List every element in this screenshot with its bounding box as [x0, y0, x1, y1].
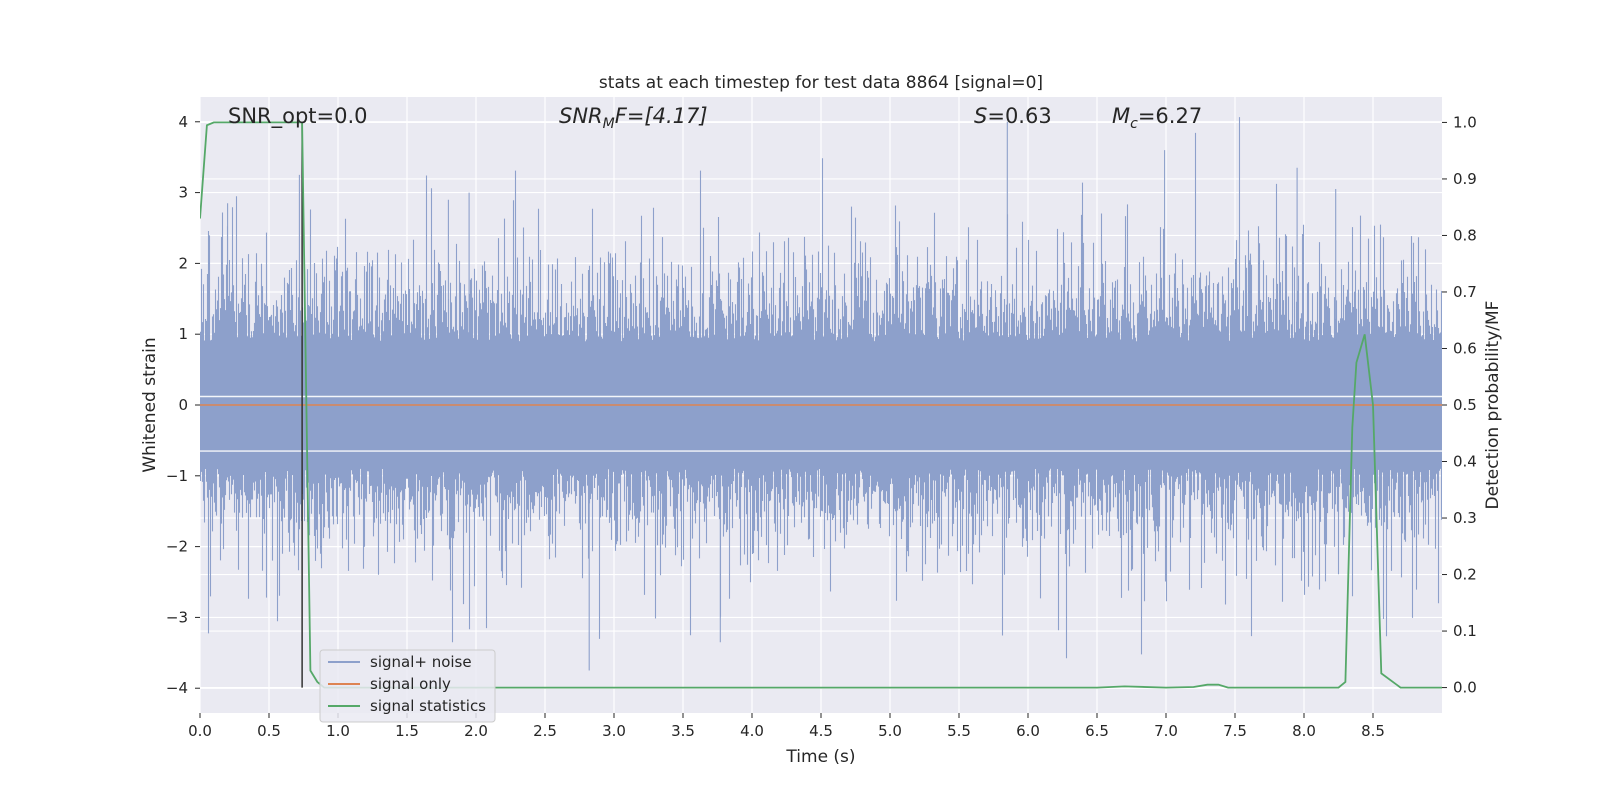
x-tick-label: 8.0 [1292, 722, 1316, 740]
y2-axis-ticks: 1.0 0.9 0.8 0.7 0.6 0.5 0.4 0.3 0.2 0.1 0.0 [1442, 113, 1477, 697]
y2-tick-label: 0.7 [1453, 283, 1477, 301]
y-tick-label: −1 [166, 467, 188, 485]
y2-tick-label: 0.1 [1453, 622, 1477, 640]
y-tick-label: 3 [178, 184, 188, 202]
x-tick-label: 6.0 [1016, 722, 1040, 740]
y2-tick-label: 0.4 [1453, 453, 1477, 471]
y2-tick-label: 0.5 [1453, 396, 1477, 414]
y-tick-label: −2 [166, 538, 188, 556]
y-tick-label: 0 [178, 396, 188, 414]
x-tick-label: 3.0 [602, 722, 626, 740]
y2-tick-label: 0.8 [1453, 226, 1477, 244]
y-tick-label: 4 [178, 113, 188, 131]
x-tick-label: 1.0 [326, 722, 350, 740]
x-tick-label: 5.5 [947, 722, 971, 740]
x-tick-label: 3.5 [671, 722, 695, 740]
x-axis-label: Time (s) [785, 747, 855, 767]
x-tick-label: 6.5 [1085, 722, 1109, 740]
series-signal-noise [200, 117, 1442, 671]
y2-tick-label: 0.9 [1453, 170, 1477, 188]
legend: signal+ noise signal only signal statist… [319, 649, 496, 723]
x-tick-label: 5.0 [878, 722, 902, 740]
y-axis-ticks: 4 3 2 1 0 −1 −2 −3 −4 [166, 113, 200, 697]
y2-tick-label: 0.0 [1453, 679, 1477, 697]
y-tick-label: −3 [166, 608, 188, 626]
x-tick-label: 1.5 [395, 722, 419, 740]
x-tick-label: 7.0 [1154, 722, 1178, 740]
annotation-snr-opt: SNR_opt=0.0 [228, 104, 368, 129]
x-tick-label: 0.5 [257, 722, 281, 740]
y-tick-label: −4 [166, 679, 188, 697]
legend-label-signal-noise: signal+ noise [370, 653, 472, 671]
annotation-s: S=0.63 [974, 104, 1052, 128]
y-tick-label: 1 [178, 325, 188, 343]
annotation-snr-mf: SNRMF=[4.17] [559, 104, 708, 132]
annotation-mc: Mc=6.27 [1112, 104, 1202, 132]
y2-tick-label: 0.2 [1453, 566, 1477, 584]
x-axis-ticks: 0.0 0.5 1.0 1.5 2.0 2.5 3.0 3.5 4.0 4.5 5.0 5.5 6.0 6… [188, 713, 1385, 740]
legend-box [319, 649, 496, 723]
legend-label-signal-statistics: signal statistics [370, 697, 486, 715]
chart-title: stats at each timestep for test data 886… [599, 73, 1043, 93]
y2-axis-label: Detection probability/MF [1483, 301, 1503, 510]
x-tick-label: 2.5 [533, 722, 557, 740]
y2-tick-label: 1.0 [1453, 113, 1477, 131]
legend-label-signal-only: signal only [370, 675, 451, 693]
x-tick-label: 0.0 [188, 722, 212, 740]
x-tick-label: 8.5 [1361, 722, 1385, 740]
series-layer [200, 117, 1442, 689]
x-tick-label: 4.5 [809, 722, 833, 740]
y2-tick-label: 0.6 [1453, 339, 1477, 357]
x-tick-label: 7.5 [1223, 722, 1247, 740]
x-tick-label: 2.0 [464, 722, 488, 740]
series-signal-statistics [200, 121, 1442, 689]
y2-tick-label: 0.3 [1453, 509, 1477, 527]
y-axis-label: Whitened strain [140, 337, 160, 472]
y-tick-label: 2 [178, 254, 188, 272]
x-tick-label: 4.0 [740, 722, 764, 740]
annotations: SNR_opt=0.0 SNRMF=[4.17] S=0.63 Mc=6.27 [228, 104, 1202, 132]
